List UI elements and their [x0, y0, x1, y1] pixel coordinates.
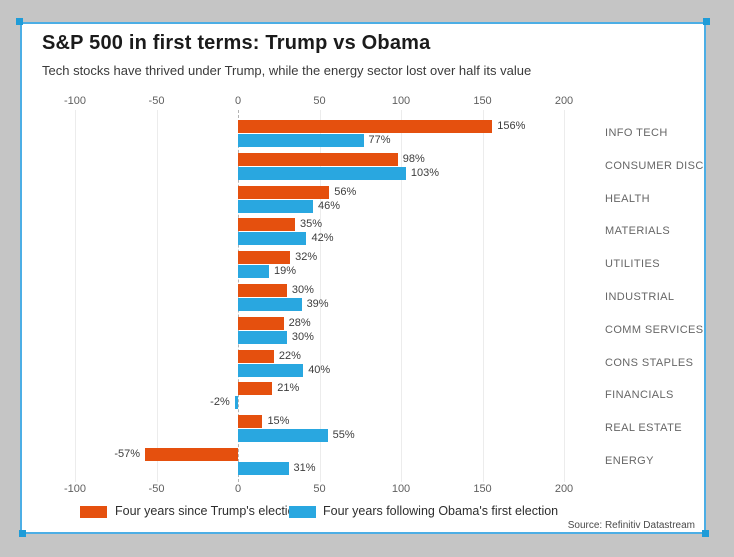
- x-axis-tick-top: 50: [313, 95, 326, 107]
- trump-bar-health: [238, 185, 330, 199]
- x-axis-tick-bottom: 150: [473, 483, 492, 495]
- chart-card[interactable]: S&P 500 in first terms: Trump vs Obama T…: [20, 22, 706, 534]
- x-axis-tick-top: 200: [554, 95, 574, 107]
- value-label: 77%: [368, 134, 391, 146]
- source-credit: Source: Refinitiv Datastream: [567, 520, 695, 531]
- legend-swatch-obama: [289, 506, 316, 518]
- value-label: 103%: [410, 166, 440, 179]
- trump-bar-real-estate: [238, 415, 263, 429]
- chart-title: S&P 500 in first terms: Trump vs Obama: [42, 32, 431, 54]
- obama-bar-health: [238, 199, 313, 213]
- value-label: 21%: [277, 382, 300, 395]
- obama-bar-energy: [238, 462, 289, 475]
- trump-bar-energy: [145, 448, 238, 461]
- trump-bar-consumer-disc: [238, 152, 398, 166]
- selection-handle-top-right[interactable]: [703, 18, 710, 25]
- category-label-materials: MATERIALS: [605, 225, 671, 238]
- legend-swatch-trump: [80, 506, 107, 518]
- obama-bar-consumer-disc: [238, 166, 406, 180]
- value-label: 30%: [291, 284, 314, 296]
- category-label-industrial: INDUSTRIAL: [605, 291, 675, 303]
- category-label-info-tech: INFO TECH: [605, 127, 668, 139]
- value-label: 98%: [402, 152, 425, 165]
- bar-chart: -100 -100 -50 -50 0 0 50 50 100 100 150 150 200 200 15…: [22, 24, 704, 532]
- trump-bar-utilities: [238, 251, 291, 265]
- value-label: 39%: [306, 298, 329, 310]
- x-axis-tick-bottom: -100: [63, 483, 87, 495]
- value-label: 40%: [308, 363, 331, 376]
- value-label: 32%: [295, 251, 318, 264]
- obama-bar-info-tech: [238, 134, 364, 147]
- gridline: [319, 110, 321, 482]
- x-axis-tick-top: -100: [63, 95, 87, 107]
- value-label: 156%: [497, 120, 526, 132]
- x-axis-tick-top: 150: [473, 95, 492, 107]
- selection-handle-top-left[interactable]: [16, 18, 23, 25]
- category-label-financials: FINANCIALS: [605, 389, 674, 402]
- category-label-health: HEALTH: [605, 192, 650, 205]
- value-label: 46%: [317, 199, 340, 212]
- obama-bar-utilities: [238, 265, 269, 279]
- obama-bar-financials: [234, 396, 238, 410]
- gridline: [401, 110, 402, 482]
- trump-bar-info-tech: [238, 120, 493, 133]
- selection-handle-bottom-right[interactable]: [702, 530, 709, 537]
- trump-bar-industrial: [238, 284, 287, 297]
- value-label: 42%: [311, 232, 334, 245]
- x-axis-tick-bottom: 200: [554, 483, 574, 495]
- x-axis-tick-top: 100: [391, 95, 411, 107]
- value-label: 28%: [288, 316, 311, 329]
- obama-bar-materials: [238, 232, 307, 246]
- value-label: 15%: [267, 415, 290, 428]
- value-label: 55%: [332, 429, 355, 442]
- value-label: -57%: [114, 448, 141, 460]
- trump-bar-financials: [238, 382, 273, 396]
- x-axis-tick-bottom: 50: [313, 483, 326, 495]
- obama-bar-industrial: [238, 298, 302, 311]
- legend-label-trump: Four years since Trump's election: [115, 504, 302, 518]
- gridline: [75, 110, 76, 482]
- trump-bar-comm-services: [238, 316, 284, 330]
- category-label-cons-staples: CONS STAPLES: [605, 356, 694, 369]
- trump-bar-materials: [238, 218, 296, 232]
- value-label: 35%: [300, 218, 323, 231]
- legend-label-obama: Four years following Obama's first elect…: [323, 504, 559, 518]
- obama-bar-real-estate: [238, 429, 328, 443]
- gridline: [564, 110, 565, 482]
- value-label: -2%: [210, 396, 230, 409]
- value-label: 31%: [293, 462, 316, 474]
- gridline: [482, 110, 484, 482]
- category-label-comm-services: COMM SERVICES: [605, 323, 704, 336]
- gridline: [156, 110, 158, 482]
- value-label: 22%: [278, 349, 301, 362]
- category-label-utilities: UTILITIES: [605, 258, 660, 271]
- category-label-consumer-disc: CONSUMER DISC: [605, 159, 704, 172]
- chart-subtitle: Tech stocks have thrived under Trump, wh…: [42, 63, 532, 78]
- x-axis-tick-bottom: 0: [234, 483, 242, 495]
- value-label: 30%: [291, 330, 314, 343]
- x-axis-tick-top: -50: [148, 95, 165, 107]
- trump-bar-cons-staples: [238, 349, 274, 363]
- obama-bar-comm-services: [238, 330, 287, 344]
- obama-bar-cons-staples: [238, 363, 304, 377]
- selection-handle-bottom-left[interactable]: [19, 530, 26, 537]
- category-label-energy: ENERGY: [605, 455, 654, 467]
- x-axis-tick-bottom: -50: [148, 483, 165, 495]
- value-label: 56%: [334, 185, 357, 198]
- value-label: 19%: [273, 265, 296, 278]
- x-axis-tick-top: 0: [234, 95, 242, 107]
- category-label-real-estate: REAL ESTATE: [605, 422, 682, 435]
- x-axis-tick-bottom: 100: [391, 483, 411, 495]
